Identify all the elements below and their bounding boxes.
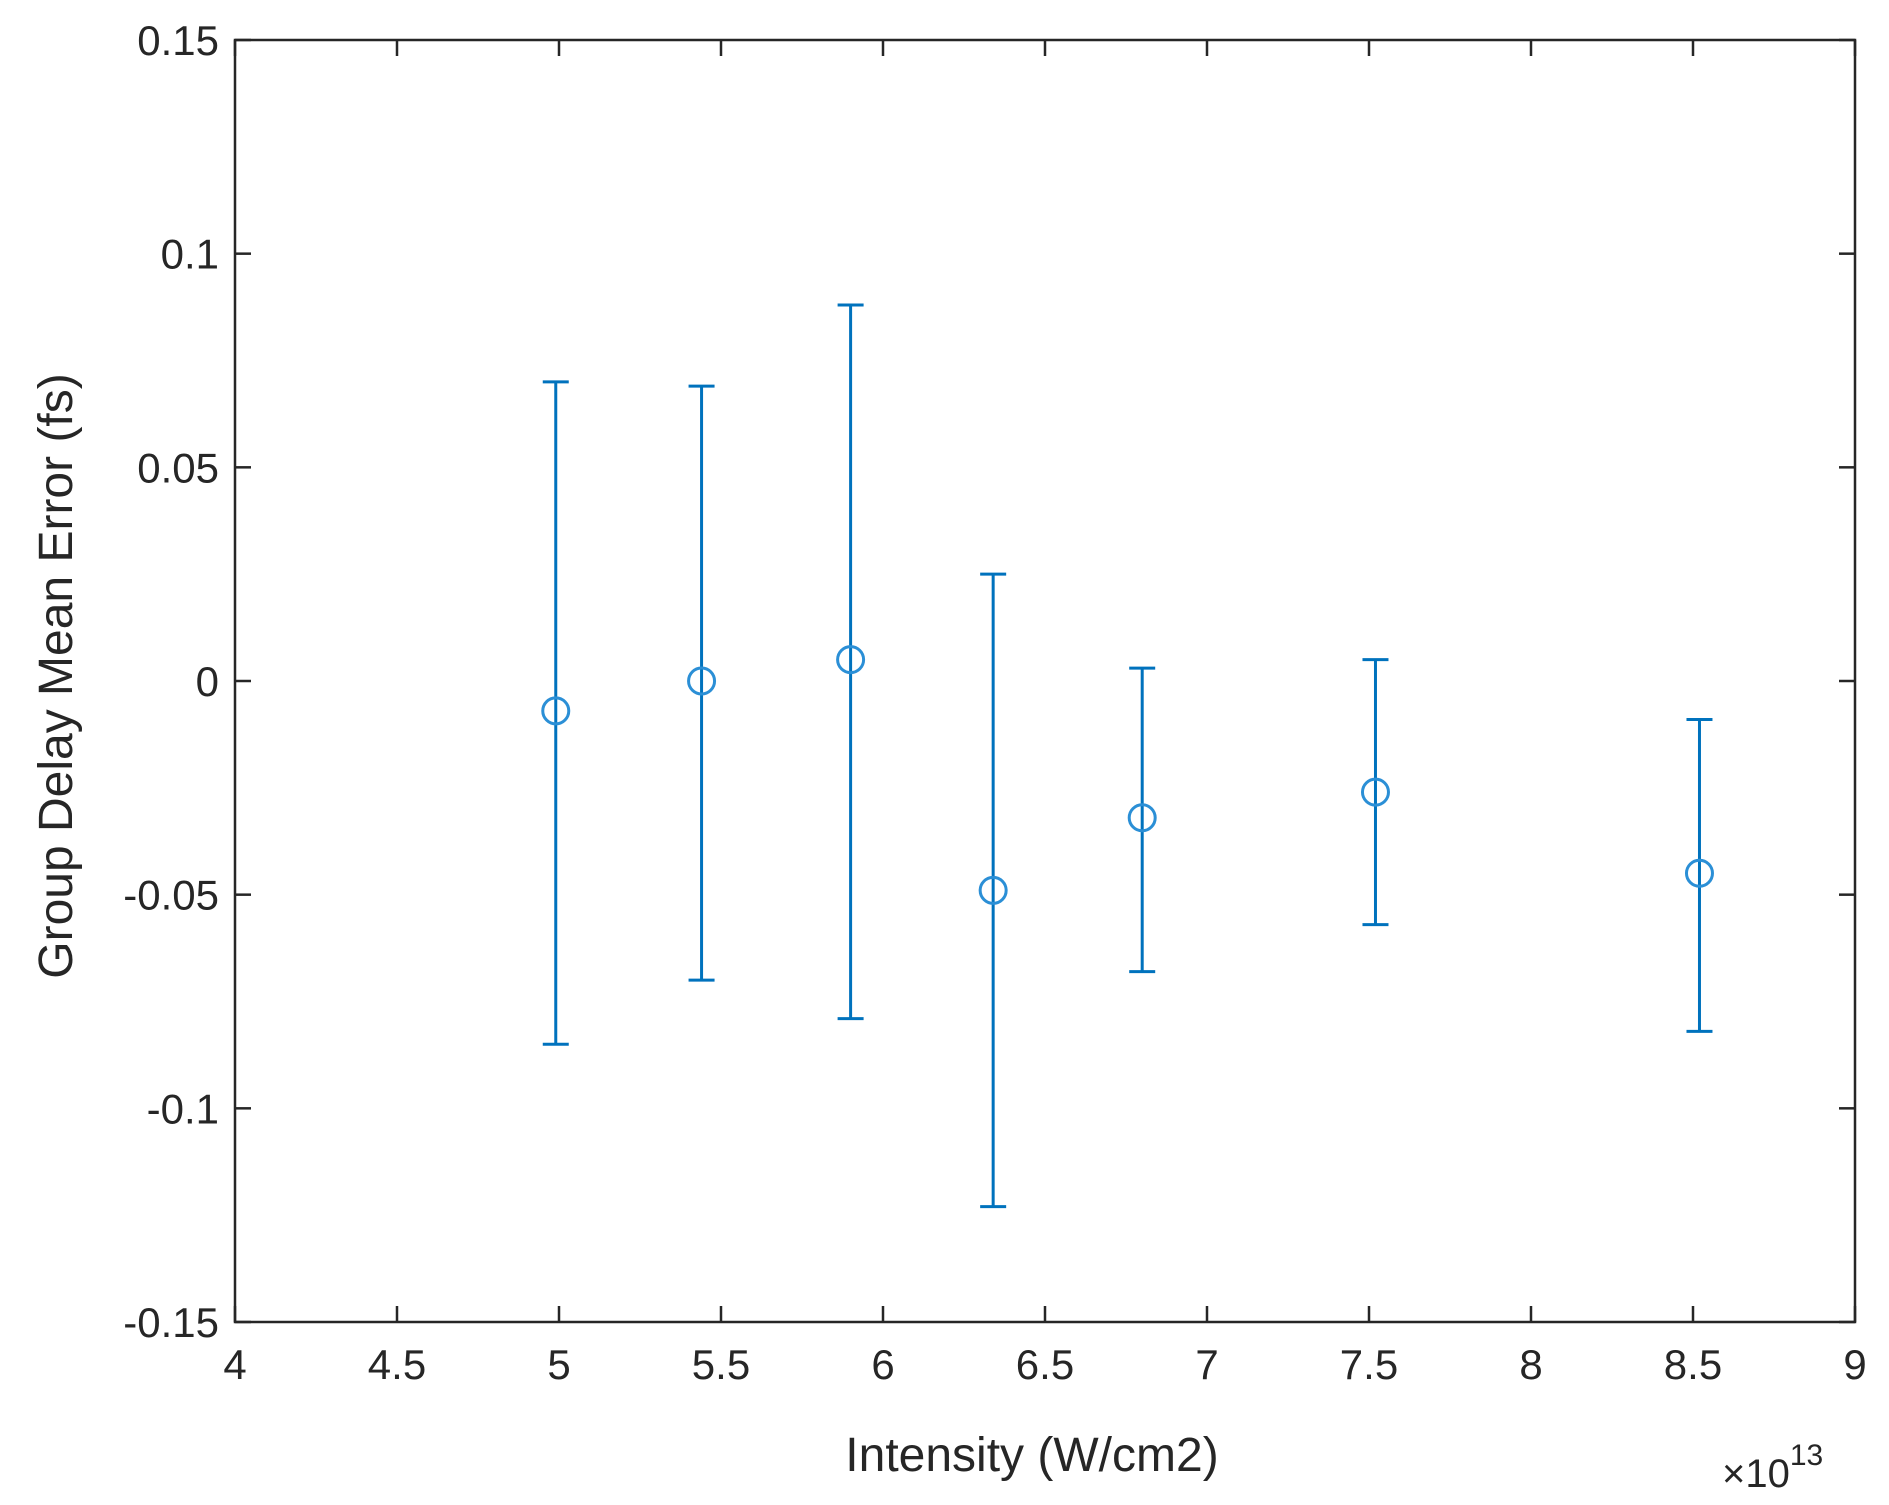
data-point-marker	[836, 645, 866, 675]
data-point-marker	[1360, 777, 1390, 807]
y-tick-label: -0.15	[123, 1299, 219, 1346]
x-axis-exponent-label: ×1013	[1722, 1439, 1823, 1496]
error-bar	[542, 380, 569, 1046]
y-tick-label: 0.15	[137, 17, 219, 64]
data-markers	[541, 645, 1714, 905]
error-bar	[1129, 666, 1156, 974]
x-tick-labels: 4 4.5 5 5.5 6 6.5 7 7.5 8 8.5 9	[223, 1341, 1866, 1388]
y-tick-label: 0	[196, 658, 219, 705]
x-tick-label: 6	[871, 1341, 894, 1388]
x-tick-label: 4	[223, 1341, 246, 1388]
error-bar	[688, 384, 715, 982]
error-bar	[837, 303, 864, 1021]
x-tick-label: 9	[1843, 1341, 1866, 1388]
x-tick-label: 6.5	[1016, 1341, 1074, 1388]
data-point-marker	[1684, 858, 1714, 888]
plot-area	[233, 38, 1857, 1324]
x-tick-label: 5	[547, 1341, 570, 1388]
data-point-marker	[1127, 803, 1157, 833]
y-axis-ticks	[235, 38, 1855, 1324]
error-bar	[1362, 658, 1389, 927]
data-point-marker	[978, 875, 1008, 905]
error-bar	[1686, 717, 1713, 1033]
y-tick-labels: -0.15 -0.1 -0.05 0 0.05 0.1 0.15	[123, 17, 219, 1346]
y-tick-label: -0.1	[147, 1085, 219, 1132]
x-tick-label: 8.5	[1664, 1341, 1722, 1388]
x-axis-exponent-base: ×10	[1722, 1452, 1790, 1496]
y-tick-label: -0.05	[123, 872, 219, 919]
error-bar	[980, 572, 1007, 1209]
y-axis-label: Group Delay Mean Error (fs)	[30, 373, 83, 979]
x-axis-exponent-power: 13	[1790, 1439, 1823, 1472]
x-tick-label: 7.5	[1340, 1341, 1398, 1388]
x-axis-label: Intensity (W/cm2)	[845, 1429, 1218, 1482]
x-axis-ticks	[233, 40, 1857, 1322]
x-tick-label: 5.5	[692, 1341, 750, 1388]
y-tick-label: 0.05	[137, 444, 219, 491]
data-point-marker	[687, 666, 717, 696]
error-bars	[542, 303, 1713, 1209]
x-tick-label: 4.5	[368, 1341, 426, 1388]
y-tick-label: 0.1	[161, 231, 219, 278]
x-tick-label: 8	[1519, 1341, 1542, 1388]
data-point-marker	[541, 696, 571, 726]
x-tick-label: 7	[1195, 1341, 1218, 1388]
